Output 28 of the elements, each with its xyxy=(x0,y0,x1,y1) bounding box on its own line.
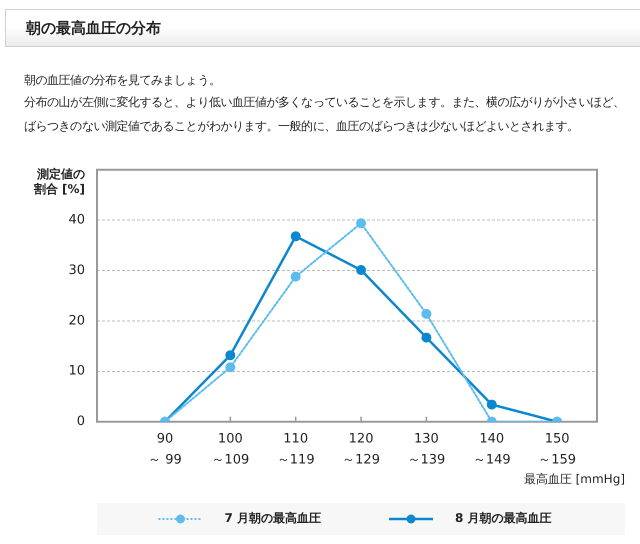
y-tick-label: 30 xyxy=(68,262,85,278)
point xyxy=(356,218,366,228)
point xyxy=(421,308,432,319)
point xyxy=(356,265,366,276)
point xyxy=(486,400,497,410)
x-tick-label: 120 ～129 xyxy=(342,431,380,468)
x-tick-label: 90 ～ 99 xyxy=(148,431,182,468)
y-axis-title: 測定値の割合 [%] xyxy=(32,166,85,196)
x-tick-label: 130 ～139 xyxy=(408,431,446,468)
chart-title: 朝の最高血圧の分布 xyxy=(26,18,161,39)
x-tick-label: 140 ～149 xyxy=(472,431,511,468)
chart-subtitle: 朝の血圧値の分布を見てみましょう。 xyxy=(24,72,220,89)
y-tick-label: 40 xyxy=(68,212,85,228)
y-tick-label: 10 xyxy=(68,364,85,379)
point xyxy=(290,231,301,242)
point xyxy=(225,362,236,372)
legend-label: 8 月朝の最高血圧 xyxy=(455,511,552,526)
x-axis-title: 最高血圧 [mmHg] xyxy=(524,472,625,486)
y-tick-label: 20 xyxy=(68,313,85,328)
y-tick-label: 0 xyxy=(76,414,85,430)
x-tick-label: 110 ～119 xyxy=(276,431,315,468)
x-tick-label: 100 ～109 xyxy=(211,431,250,468)
point xyxy=(290,272,301,282)
x-tick-label: 150 ～159 xyxy=(538,431,576,468)
point xyxy=(421,332,432,343)
point xyxy=(225,350,236,360)
text: 分布の山が左側に変化すると、より低い血圧値が多くなっていることを示します。また、横の広がりが小さいほど、ばらつきのない測定値であることがわかります。一般的に、血圧のばらつきは少ないほどよいとされます。 xyxy=(24,94,626,135)
legend-label: 7 月朝の最高血圧 xyxy=(224,511,322,526)
